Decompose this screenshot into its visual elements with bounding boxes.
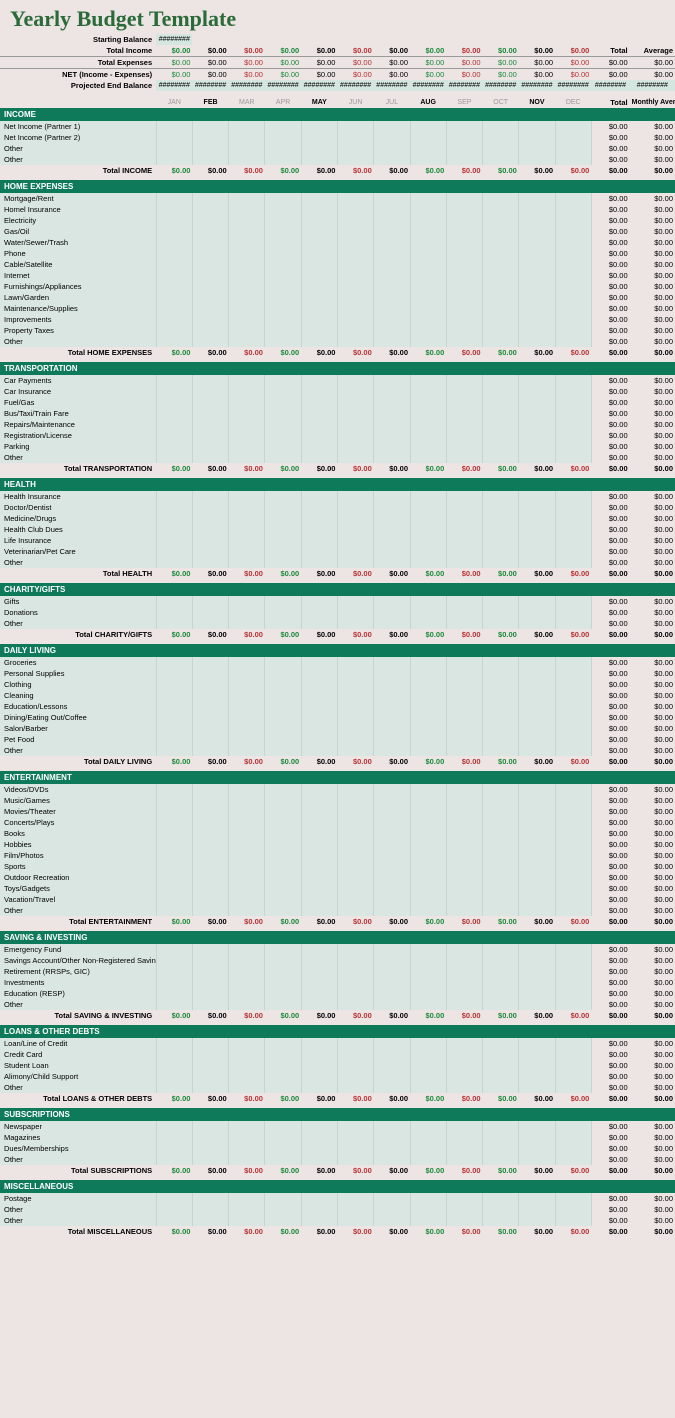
table-row[interactable]: Education/Lessons$0.00$0.00 <box>0 701 675 712</box>
table-row[interactable]: Student Loan$0.00$0.00 <box>0 1060 675 1071</box>
table-row[interactable]: Other$0.00$0.00 <box>0 154 675 165</box>
table-row[interactable]: Medicine/Drugs$0.00$0.00 <box>0 513 675 524</box>
table-row[interactable]: Savings Account/Other Non-Registered Sav… <box>0 955 675 966</box>
budget-table: Starting Balance########Total Income$0.0… <box>0 34 675 1241</box>
table-row[interactable]: Toys/Gadgets$0.00$0.00 <box>0 883 675 894</box>
table-row[interactable]: Groceries$0.00$0.00 <box>0 657 675 668</box>
table-row[interactable]: Other$0.00$0.00 <box>0 1215 675 1226</box>
table-row[interactable]: Gifts$0.00$0.00 <box>0 596 675 607</box>
table-row[interactable]: Life Insurance$0.00$0.00 <box>0 535 675 546</box>
table-row[interactable]: Concerts/Plays$0.00$0.00 <box>0 817 675 828</box>
table-row[interactable]: Health Insurance$0.00$0.00 <box>0 491 675 502</box>
table-row[interactable]: Other$0.00$0.00 <box>0 1082 675 1093</box>
table-row[interactable]: Pet Food$0.00$0.00 <box>0 734 675 745</box>
table-row[interactable]: Credit Card$0.00$0.00 <box>0 1049 675 1060</box>
table-row[interactable]: Improvements$0.00$0.00 <box>0 314 675 325</box>
table-row[interactable]: Bus/Taxi/Train Fare$0.00$0.00 <box>0 408 675 419</box>
table-row[interactable]: Retirement (RRSPs, GIC)$0.00$0.00 <box>0 966 675 977</box>
table-row[interactable]: Homel Insurance$0.00$0.00 <box>0 204 675 215</box>
table-row[interactable]: Postage$0.00$0.00 <box>0 1193 675 1204</box>
table-row[interactable]: Other$0.00$0.00 <box>0 999 675 1010</box>
table-row[interactable]: Parking$0.00$0.00 <box>0 441 675 452</box>
table-row[interactable]: Other$0.00$0.00 <box>0 452 675 463</box>
table-row[interactable]: Repairs/Maintenance$0.00$0.00 <box>0 419 675 430</box>
table-row[interactable]: Film/Photos$0.00$0.00 <box>0 850 675 861</box>
table-row[interactable]: Newspaper$0.00$0.00 <box>0 1121 675 1132</box>
table-row[interactable]: Alimony/Child Support$0.00$0.00 <box>0 1071 675 1082</box>
table-row[interactable]: Net Income (Partner 1)$0.00$0.00 <box>0 121 675 132</box>
table-row[interactable]: Other$0.00$0.00 <box>0 1154 675 1165</box>
table-row[interactable]: Other$0.00$0.00 <box>0 1204 675 1215</box>
table-row[interactable]: Maintenance/Supplies$0.00$0.00 <box>0 303 675 314</box>
table-row[interactable]: Gas/Oil$0.00$0.00 <box>0 226 675 237</box>
table-row[interactable]: Furnishings/Appliances$0.00$0.00 <box>0 281 675 292</box>
table-row[interactable]: Hobbies$0.00$0.00 <box>0 839 675 850</box>
table-row[interactable]: Other$0.00$0.00 <box>0 143 675 154</box>
table-row[interactable]: Other$0.00$0.00 <box>0 905 675 916</box>
table-row[interactable]: Outdoor Recreation$0.00$0.00 <box>0 872 675 883</box>
table-row[interactable]: Other$0.00$0.00 <box>0 336 675 347</box>
table-row[interactable]: Magazines$0.00$0.00 <box>0 1132 675 1143</box>
page-title: Yearly Budget Template <box>0 0 675 34</box>
table-row[interactable]: Water/Sewer/Trash$0.00$0.00 <box>0 237 675 248</box>
table-row[interactable]: Property Taxes$0.00$0.00 <box>0 325 675 336</box>
table-row[interactable]: Salon/Barber$0.00$0.00 <box>0 723 675 734</box>
table-row[interactable]: Other$0.00$0.00 <box>0 745 675 756</box>
table-row[interactable]: Dining/Eating Out/Coffee$0.00$0.00 <box>0 712 675 723</box>
table-row[interactable]: Clothing$0.00$0.00 <box>0 679 675 690</box>
table-row[interactable]: Books$0.00$0.00 <box>0 828 675 839</box>
table-row[interactable]: Phone$0.00$0.00 <box>0 248 675 259</box>
table-row[interactable]: Cable/Satellite$0.00$0.00 <box>0 259 675 270</box>
table-row[interactable]: Videos/DVDs$0.00$0.00 <box>0 784 675 795</box>
table-row[interactable]: Veterinarian/Pet Care$0.00$0.00 <box>0 546 675 557</box>
table-row[interactable]: Vacation/Travel$0.00$0.00 <box>0 894 675 905</box>
table-row[interactable]: Car Insurance$0.00$0.00 <box>0 386 675 397</box>
table-row[interactable]: Donations$0.00$0.00 <box>0 607 675 618</box>
table-row[interactable]: Education (RESP)$0.00$0.00 <box>0 988 675 999</box>
table-row[interactable]: Doctor/Dentist$0.00$0.00 <box>0 502 675 513</box>
table-row[interactable]: Net Income (Partner 2)$0.00$0.00 <box>0 132 675 143</box>
table-row[interactable]: Sports$0.00$0.00 <box>0 861 675 872</box>
table-row[interactable]: Fuel/Gas$0.00$0.00 <box>0 397 675 408</box>
table-row[interactable]: Investments$0.00$0.00 <box>0 977 675 988</box>
table-row[interactable]: Dues/Memberships$0.00$0.00 <box>0 1143 675 1154</box>
table-row[interactable]: Registration/License$0.00$0.00 <box>0 430 675 441</box>
table-row[interactable]: Electricity$0.00$0.00 <box>0 215 675 226</box>
table-row[interactable]: Lawn/Garden$0.00$0.00 <box>0 292 675 303</box>
table-row[interactable]: Music/Games$0.00$0.00 <box>0 795 675 806</box>
table-row[interactable]: Movies/Theater$0.00$0.00 <box>0 806 675 817</box>
table-row[interactable]: Mortgage/Rent$0.00$0.00 <box>0 193 675 204</box>
table-row[interactable]: Health Club Dues$0.00$0.00 <box>0 524 675 535</box>
table-row[interactable]: Cleaning$0.00$0.00 <box>0 690 675 701</box>
table-row[interactable]: Emergency Fund$0.00$0.00 <box>0 944 675 955</box>
table-row[interactable]: Other$0.00$0.00 <box>0 557 675 568</box>
table-row[interactable]: Personal Supplies$0.00$0.00 <box>0 668 675 679</box>
table-row[interactable]: Other$0.00$0.00 <box>0 618 675 629</box>
table-row[interactable]: Internet$0.00$0.00 <box>0 270 675 281</box>
table-row[interactable]: Car Payments$0.00$0.00 <box>0 375 675 386</box>
table-row[interactable]: Loan/Line of Credit$0.00$0.00 <box>0 1038 675 1049</box>
